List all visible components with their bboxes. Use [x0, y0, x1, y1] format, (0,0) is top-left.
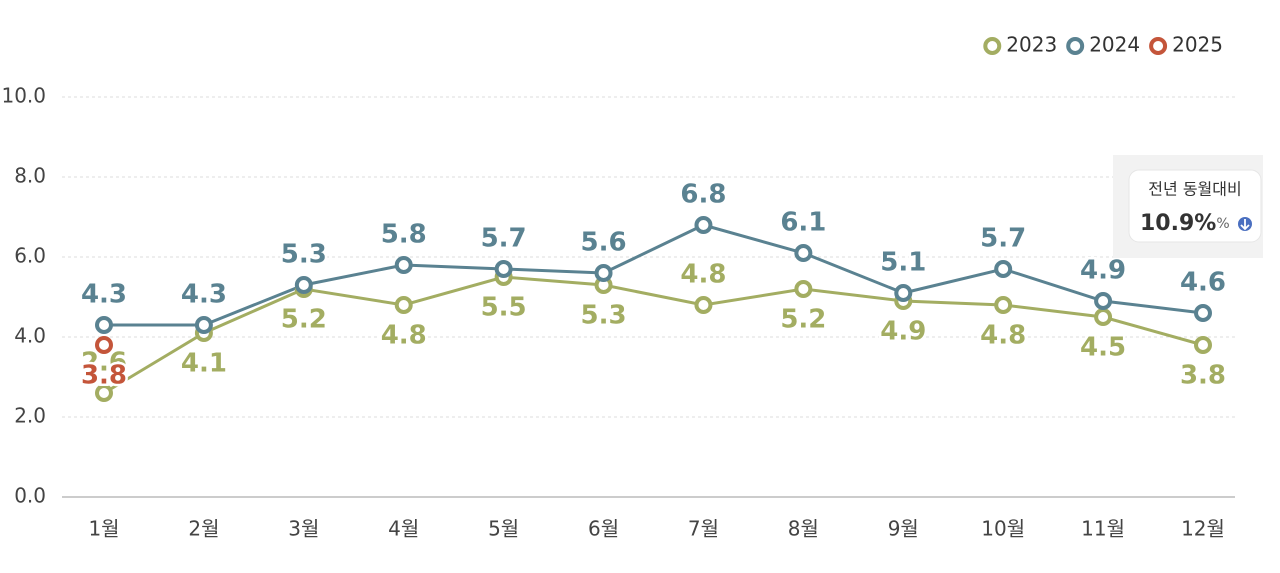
x-tick-label: 9월 [888, 517, 919, 541]
value-label: 4.5 [1080, 333, 1126, 363]
x-tick-label: 7월 [688, 517, 719, 541]
tooltip: 전년 동월대비 10.9%% [1113, 155, 1263, 258]
x-tick-label: 11월 [1081, 517, 1125, 541]
x-tick-label: 5월 [488, 517, 519, 541]
point [894, 284, 913, 302]
point [694, 296, 713, 314]
value-label: 4.8 [381, 321, 427, 351]
legend-label: 2025 [1172, 33, 1223, 57]
legend-label: 2023 [1006, 33, 1057, 57]
point [1094, 308, 1113, 326]
y-tick-label: 8.0 [14, 164, 46, 188]
x-tick-label: 1월 [88, 517, 119, 541]
tooltip-number: 10.9% [1140, 211, 1216, 236]
value-label: 6.8 [680, 180, 726, 210]
value-label: 5.3 [281, 240, 327, 270]
point [95, 316, 113, 334]
x-tick-label: 2월 [188, 517, 219, 541]
value-label: 5.3 [581, 301, 627, 331]
y-tick-label: 2.0 [14, 404, 46, 428]
y-tick-label: 0.0 [14, 484, 46, 508]
value-label: 5.6 [581, 228, 627, 258]
point [994, 260, 1013, 278]
value-label: 4.8 [980, 321, 1026, 351]
x-tick-label: 10월 [981, 517, 1025, 541]
point [95, 336, 113, 354]
point [694, 216, 713, 234]
x-tick-label: 8월 [788, 517, 819, 541]
value-label: 3.8 [81, 361, 127, 391]
legend-marker [1066, 37, 1085, 55]
tooltip-unit: % [1216, 216, 1229, 232]
value-label: 5.2 [780, 305, 826, 335]
value-label: 5.5 [481, 293, 527, 323]
point [1194, 336, 1212, 354]
value-label: 5.8 [381, 220, 427, 250]
series-line [104, 223, 1204, 327]
point [1194, 304, 1212, 322]
point [394, 256, 413, 274]
point [494, 260, 513, 278]
x-tick-label: 3월 [288, 517, 319, 541]
value-label: 2.6 [81, 348, 127, 378]
value-label: 6.1 [780, 208, 826, 238]
point [594, 264, 613, 282]
legend-marker [983, 37, 1002, 55]
value-label: 4.1 [181, 349, 227, 379]
value-label: 5.1 [880, 248, 926, 278]
y-tick-label: 6.0 [14, 244, 46, 268]
value-label: 5.7 [481, 224, 527, 254]
down-arrow [1240, 219, 1250, 231]
value-label: 4.6 [1180, 268, 1226, 298]
value-label: 4.3 [81, 280, 127, 310]
x-tick-label: 12월 [1181, 517, 1225, 541]
point [194, 316, 213, 334]
value-label: 3.8 [1180, 361, 1226, 391]
value-label: 4.3 [181, 280, 227, 310]
y-tick-label: 4.0 [14, 324, 46, 348]
y-tick-label: 10.0 [1, 84, 46, 108]
value-label: 5.7 [980, 224, 1026, 254]
point [394, 296, 413, 314]
legend-label: 2024 [1089, 33, 1140, 57]
value-label: 4.9 [1080, 256, 1126, 286]
value-label: 4.8 [680, 260, 726, 290]
point [794, 244, 813, 262]
value-label: 4.9 [880, 317, 926, 347]
tooltip-value: 10.9%% [1140, 211, 1230, 236]
tooltip-box [1128, 169, 1262, 243]
series-line [103, 275, 1204, 395]
legend-marker [1149, 37, 1168, 55]
point [294, 276, 313, 294]
value-label: 5.2 [281, 305, 327, 335]
point [994, 296, 1013, 314]
point [1094, 292, 1113, 310]
x-tick-label: 4월 [388, 517, 419, 541]
point [95, 384, 113, 402]
tooltip-title: 전년 동월대비 [1148, 180, 1241, 199]
point [794, 280, 813, 298]
x-tick-label: 6월 [588, 517, 619, 541]
